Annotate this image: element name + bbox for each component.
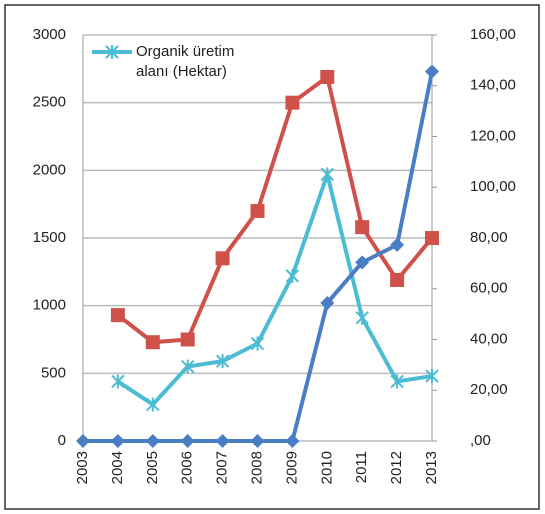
y-tick-label: 3000 — [33, 26, 66, 43]
point — [285, 268, 300, 283]
y-tick-label: 500 — [41, 364, 66, 381]
point — [320, 69, 335, 84]
x-tick-label: 2005 — [144, 451, 161, 484]
point — [250, 336, 265, 351]
x-tick-label: 2008 — [248, 451, 265, 484]
y2-tick-label: 120,00 — [470, 127, 516, 144]
x-tick-label: 2009 — [283, 451, 300, 484]
point — [320, 167, 335, 182]
x-tick-label: 2004 — [109, 451, 126, 484]
point — [215, 354, 230, 369]
point — [320, 295, 335, 310]
point — [425, 64, 439, 79]
point — [355, 255, 370, 270]
x-tick-label: 2011 — [353, 451, 370, 483]
y-tick-label: 2000 — [33, 161, 66, 178]
x-tick-label: 2013 — [423, 451, 440, 484]
y-tick-label: 1500 — [33, 229, 66, 246]
y2-tick-label: ,00 — [470, 432, 491, 449]
point — [110, 308, 125, 323]
y2-tick-label: 40,00 — [470, 330, 508, 347]
x-tick-label: 2003 — [74, 451, 91, 484]
y2-tick-label: 80,00 — [470, 229, 508, 246]
point — [390, 374, 404, 389]
point — [215, 251, 230, 266]
point — [76, 434, 90, 448]
y-tick-label: 1000 — [33, 297, 66, 314]
x-tick-label: 2007 — [214, 451, 231, 484]
point — [285, 95, 300, 110]
point — [215, 434, 230, 448]
y2-tick-label: 100,00 — [470, 178, 516, 195]
point — [355, 220, 370, 235]
point — [425, 231, 439, 245]
y2-tick-label: 140,00 — [470, 77, 516, 94]
legend-label: Organik üretim alanı (Hektar) — [136, 43, 235, 80]
point — [180, 434, 195, 448]
y2-tick-label: 60,00 — [470, 280, 508, 297]
series-line — [116, 172, 433, 407]
point — [111, 374, 125, 389]
y2-tick-label: 160,00 — [470, 26, 516, 43]
y-tick-label: 2500 — [33, 94, 66, 111]
point — [180, 359, 195, 374]
point — [180, 332, 195, 347]
x-tick-label: 2006 — [179, 451, 196, 484]
x-tick-label: 2012 — [388, 451, 405, 484]
point — [355, 310, 369, 325]
point — [145, 335, 160, 350]
point — [105, 45, 119, 59]
point — [250, 434, 265, 448]
point — [146, 397, 160, 412]
x-tick-label: 2010 — [318, 451, 335, 484]
point — [110, 434, 125, 448]
point — [425, 369, 439, 384]
point — [390, 237, 405, 252]
point — [285, 434, 300, 448]
point — [145, 434, 160, 448]
point — [250, 203, 265, 218]
point — [390, 272, 405, 287]
frame-border — [4, 4, 540, 510]
y2-tick-label: 20,00 — [470, 381, 508, 398]
y-tick-label: 0 — [58, 432, 66, 449]
